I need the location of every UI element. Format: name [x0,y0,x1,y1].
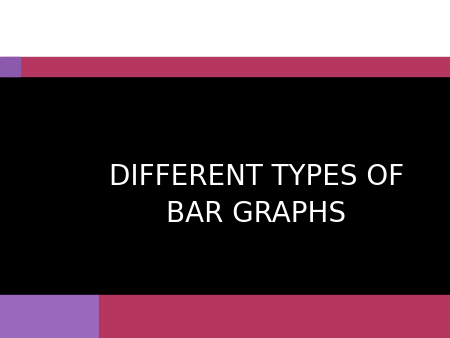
Bar [0,76,450,295]
Bar [0,295,99,338]
Bar [0,57,20,76]
Text: DIFFERENT TYPES OF
BAR GRAPHS: DIFFERENT TYPES OF BAR GRAPHS [109,163,404,228]
Bar [0,57,450,76]
Bar [99,295,450,338]
